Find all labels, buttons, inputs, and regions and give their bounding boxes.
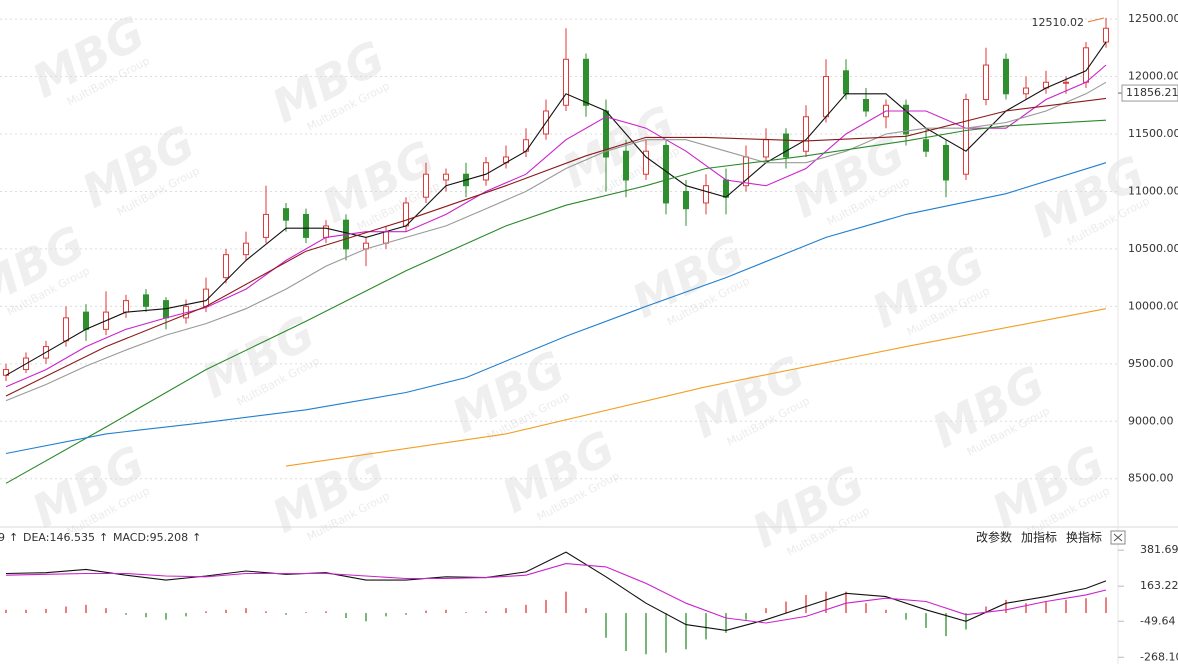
y-tick-label: 10000.00 (1128, 299, 1178, 312)
candle-body (83, 311, 89, 330)
legend-entry: DEA:146.535 (23, 531, 95, 544)
y-tick-label: 9000.00 (1128, 414, 1174, 427)
candle-body (903, 104, 909, 135)
candle-body (403, 202, 409, 227)
candle-body (763, 139, 769, 158)
indicator-line (5, 97, 1107, 397)
max-annotation: 12510.02 (1032, 16, 1085, 29)
y-tick-label: 10500.00 (1128, 242, 1178, 255)
candle-body (643, 150, 649, 175)
legend-arrow: ↑ (192, 531, 201, 544)
y-tick-label: -49.64 (1140, 614, 1175, 627)
legend-entry: 9 (0, 531, 5, 544)
candle-body (383, 231, 389, 244)
y-tick-label: -268.10 (1140, 650, 1178, 663)
indicator-line (5, 41, 1107, 376)
y-tick-label: 11500.00 (1128, 127, 1178, 140)
candle-body (803, 116, 809, 152)
candle-body (823, 76, 829, 118)
candle-body (263, 213, 269, 238)
candle-body (443, 173, 449, 181)
toolbar-button[interactable]: 改参数 (976, 530, 1012, 545)
indicator-line (285, 308, 1107, 467)
legend-arrow: ↑ (99, 531, 108, 544)
indicator-line (5, 119, 1107, 484)
candle-body (63, 317, 69, 342)
candle-body (203, 288, 209, 307)
y-tick-label: 163.22 (1140, 579, 1178, 592)
candle-body (943, 144, 949, 181)
candle-body (143, 294, 149, 307)
last-price-box (1121, 84, 1178, 102)
candle-body (123, 300, 129, 313)
close-button[interactable] (1110, 530, 1126, 545)
candle-body (963, 99, 969, 175)
y-tick-label: 11000.00 (1128, 184, 1178, 197)
candle-body (683, 190, 689, 210)
candle-body (723, 179, 729, 198)
candle-body (1003, 58, 1009, 95)
candle-body (623, 150, 629, 181)
candle-body (923, 139, 929, 152)
y-tick-label: 12000.00 (1128, 70, 1178, 83)
toolbar-button[interactable]: 加指标 (1021, 530, 1057, 545)
candle-body (583, 58, 589, 106)
candle-body (703, 185, 709, 204)
y-tick-label: 9500.00 (1128, 357, 1174, 370)
y-tick-label: 12500.00 (1128, 12, 1178, 25)
indicator-line (5, 563, 1107, 624)
max-annotation-arrow (1087, 17, 1105, 23)
candle-body (1083, 47, 1089, 83)
candle-body (423, 173, 429, 198)
y-tick-label: 381.69 (1140, 543, 1178, 556)
candle-body (983, 64, 989, 101)
candle-body (283, 208, 289, 221)
last-price-label: 11856.21 (1126, 86, 1178, 99)
candle-body (863, 99, 869, 112)
candle-body (1023, 87, 1029, 95)
candle-body (323, 225, 329, 238)
candle-body (223, 254, 229, 279)
candle-body (783, 133, 789, 158)
candle-body (303, 213, 309, 238)
candle-body (663, 144, 669, 204)
candle-body (483, 162, 489, 181)
y-tick-label: 8500.00 (1128, 472, 1174, 485)
candle-body (563, 58, 569, 106)
legend-arrow: ↑ (9, 531, 18, 544)
indicator-line (5, 162, 1107, 455)
toolbar-button[interactable]: 换指标 (1066, 530, 1102, 545)
indicator-line (5, 64, 1107, 388)
indicator-line (5, 551, 1107, 631)
legend-entry: MACD:95.208 (113, 531, 188, 544)
candle-body (3, 369, 9, 376)
candle-body (243, 242, 249, 256)
candle-body (843, 70, 849, 95)
candle-body (1063, 81, 1069, 84)
candle-body (1103, 27, 1109, 43)
